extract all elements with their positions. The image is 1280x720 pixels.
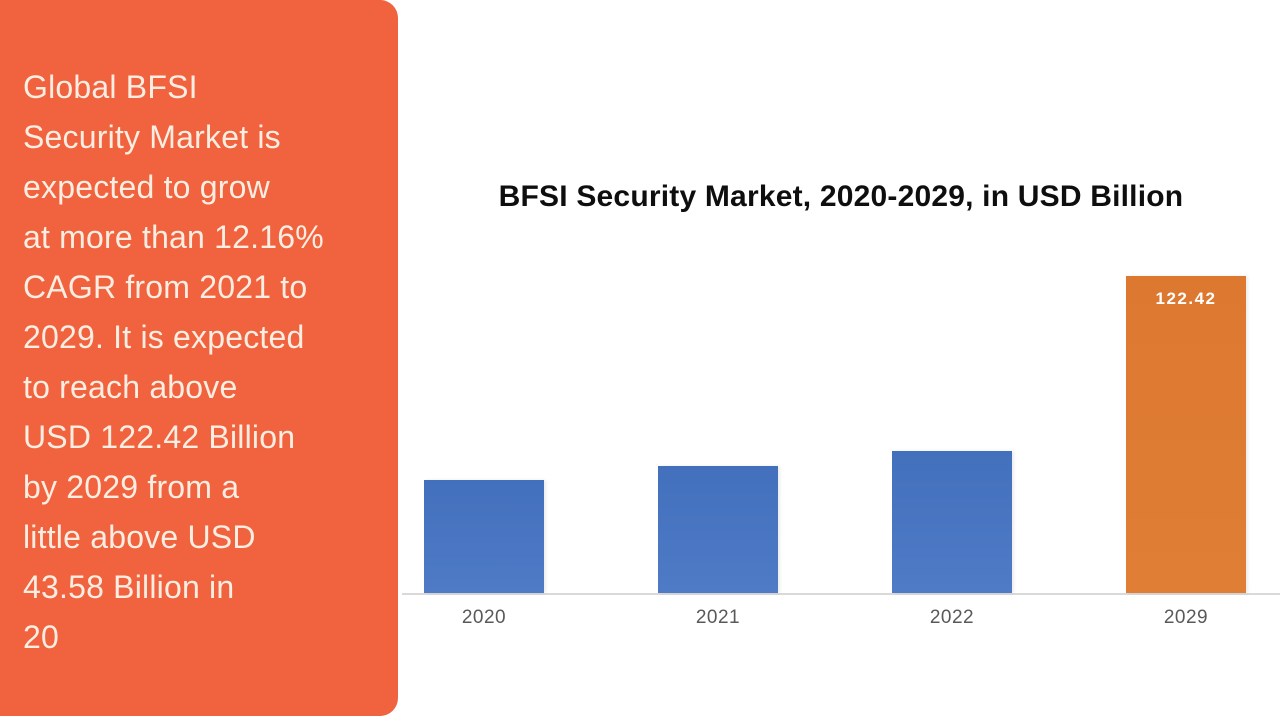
bar-2020 <box>424 480 544 593</box>
bar-2029: 122.42 <box>1126 276 1246 593</box>
bar-2022 <box>892 451 1012 593</box>
x-axis-label-2029: 2029 <box>1163 607 1209 628</box>
bar-2021 <box>658 466 778 593</box>
x-axis-label-2020: 2020 <box>461 607 507 628</box>
summary-text: Global BFSI Security Market is expected … <box>23 69 324 655</box>
plot-area: 2020 2021 2022 122.42 2029 <box>402 260 1280 628</box>
bar-value-label: 122.42 <box>1155 289 1217 308</box>
summary-panel: Global BFSI Security Market is expected … <box>0 0 398 716</box>
x-axis-label-2021: 2021 <box>695 607 741 628</box>
x-axis-label-2022: 2022 <box>929 607 975 628</box>
bar-chart: BFSI Security Market, 2020-2029, in USD … <box>402 0 1280 720</box>
chart-title: BFSI Security Market, 2020-2029, in USD … <box>498 180 1184 213</box>
